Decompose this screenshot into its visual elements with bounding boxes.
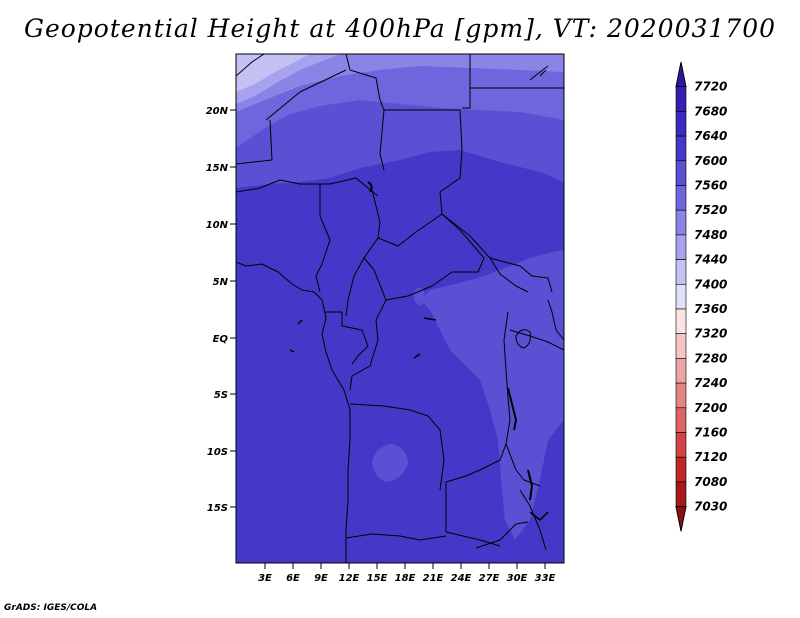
lon-label: 24E — [451, 573, 472, 584]
colorbar-swatch — [675, 456, 687, 483]
colorbar-swatch — [675, 283, 687, 310]
colorbar-swatch — [675, 185, 687, 211]
lat-label: 15S — [207, 503, 228, 514]
lon-label: 30E — [507, 573, 528, 584]
colorbar-swatch — [675, 86, 687, 112]
colorbar-swatch — [675, 382, 687, 409]
border-drc-east — [445, 311, 511, 483]
colorbar-swatch — [675, 111, 687, 137]
map-frame — [235, 53, 565, 564]
colorbar-arrow-bottom — [675, 506, 687, 532]
colorbar-label: 7280 — [694, 351, 727, 365]
lat-label: EQ — [213, 334, 229, 345]
colorbar-swatch — [675, 407, 687, 433]
field-angola-patch — [372, 444, 408, 482]
border-sahara-5 — [384, 109, 463, 215]
lake-malawi — [527, 469, 533, 501]
colorbar-label: 7560 — [694, 179, 727, 193]
border-sahara-2 — [345, 54, 385, 171]
colorbar-label: 7440 — [694, 253, 727, 267]
lat-label: 5N — [213, 277, 229, 288]
colorbar-label: 7680 — [694, 104, 727, 118]
lat-ticks — [230, 109, 236, 508]
colorbar-swatch — [675, 481, 687, 507]
border-egypt-sudan — [462, 88, 471, 109]
border-congo-gabon — [324, 311, 369, 365]
colorbar-label: 7360 — [694, 302, 727, 316]
border-south-sudan — [441, 213, 553, 293]
border-sahel — [236, 177, 379, 197]
coastline-west — [236, 261, 351, 563]
lon-label: 3E — [258, 573, 272, 584]
lon-label: 33E — [535, 573, 556, 584]
geopotential-field — [236, 54, 564, 563]
colorbar-label: 7480 — [694, 228, 727, 242]
colorbar-swatch — [675, 308, 687, 335]
colorbar-label: 7320 — [694, 327, 727, 341]
colorbar-label: 7030 — [694, 500, 727, 514]
lon-label: 6E — [286, 573, 300, 584]
lake-victoria — [515, 329, 531, 349]
border-sahara-3 — [265, 69, 347, 121]
colorbar-label: 7160 — [694, 426, 727, 440]
colorbar-swatch — [675, 333, 687, 359]
lake-chad — [367, 181, 373, 193]
colorbar-swatch — [675, 259, 687, 285]
lon-labels: 3E 6E 9E 12E 15E 18E 21E 24E 27E 30E 33E — [258, 573, 555, 584]
colorbar-label: 7520 — [694, 203, 727, 217]
lat-label: 10N — [206, 220, 229, 231]
colorbar-label: 7600 — [694, 154, 727, 168]
colorbar-swatch — [675, 432, 687, 458]
colorbar-swatch — [675, 209, 687, 236]
border-drc-angola — [349, 403, 445, 491]
lake-tanganyika — [507, 387, 517, 431]
lon-label: 27E — [479, 573, 500, 584]
border-mozambique — [519, 489, 547, 551]
lon-ticks — [264, 563, 546, 569]
field-east-africa-high — [420, 250, 564, 540]
border-congo-drc — [349, 299, 387, 391]
lon-label: 12E — [339, 573, 360, 584]
coast-red-sea — [529, 65, 549, 81]
colorbar-label: 7720 — [694, 80, 727, 94]
boundaries — [236, 54, 564, 563]
colorbar-label: 7200 — [694, 401, 727, 415]
colorbar-label: 7240 — [694, 376, 727, 390]
border-sahara-1 — [236, 54, 265, 77]
lon-label: 15E — [367, 573, 388, 584]
colorbar-label: 7640 — [694, 129, 727, 143]
colorbar-arrow-top — [675, 61, 687, 88]
grads-credit: GrADS: IGES/COLA — [4, 603, 98, 613]
field-7520-band — [236, 54, 564, 112]
border-sahara-4 — [236, 119, 273, 165]
lon-label: 18E — [395, 573, 416, 584]
border-nigeria — [315, 184, 331, 293]
lon-label: 9E — [314, 573, 328, 584]
border-tz-kenya — [509, 329, 564, 351]
colorbar-swatch — [675, 135, 687, 162]
colorbar-label: 7400 — [694, 277, 727, 291]
coast-east — [547, 299, 564, 341]
lat-label: 5S — [214, 390, 228, 401]
lat-label: 20N — [206, 106, 229, 117]
island-lines — [289, 317, 549, 521]
lat-label: 10S — [207, 447, 228, 458]
colorbar-swatch — [675, 234, 687, 260]
colorbar-swatch — [675, 160, 687, 186]
border-namibia — [345, 533, 447, 541]
lat-label: 15N — [206, 163, 229, 174]
chart-title: Geopotential Height at 400hPa [gpm], VT:… — [23, 14, 777, 43]
border-ethiopia — [489, 257, 529, 293]
lon-label: 21E — [423, 573, 444, 584]
lat-labels: 20N 15N 10N 5N EQ 5S 10S 15S — [206, 106, 229, 514]
field-7440-band — [236, 54, 310, 92]
colorbar-label: 7120 — [694, 450, 727, 464]
border-zimbabwe — [475, 521, 529, 549]
colorbar: 7720 7680 7640 7600 7560 7520 7480 7440 7400 7360… — [675, 61, 727, 532]
colorbar-label: 7080 — [694, 475, 727, 489]
colorbar-swatch — [675, 358, 687, 384]
